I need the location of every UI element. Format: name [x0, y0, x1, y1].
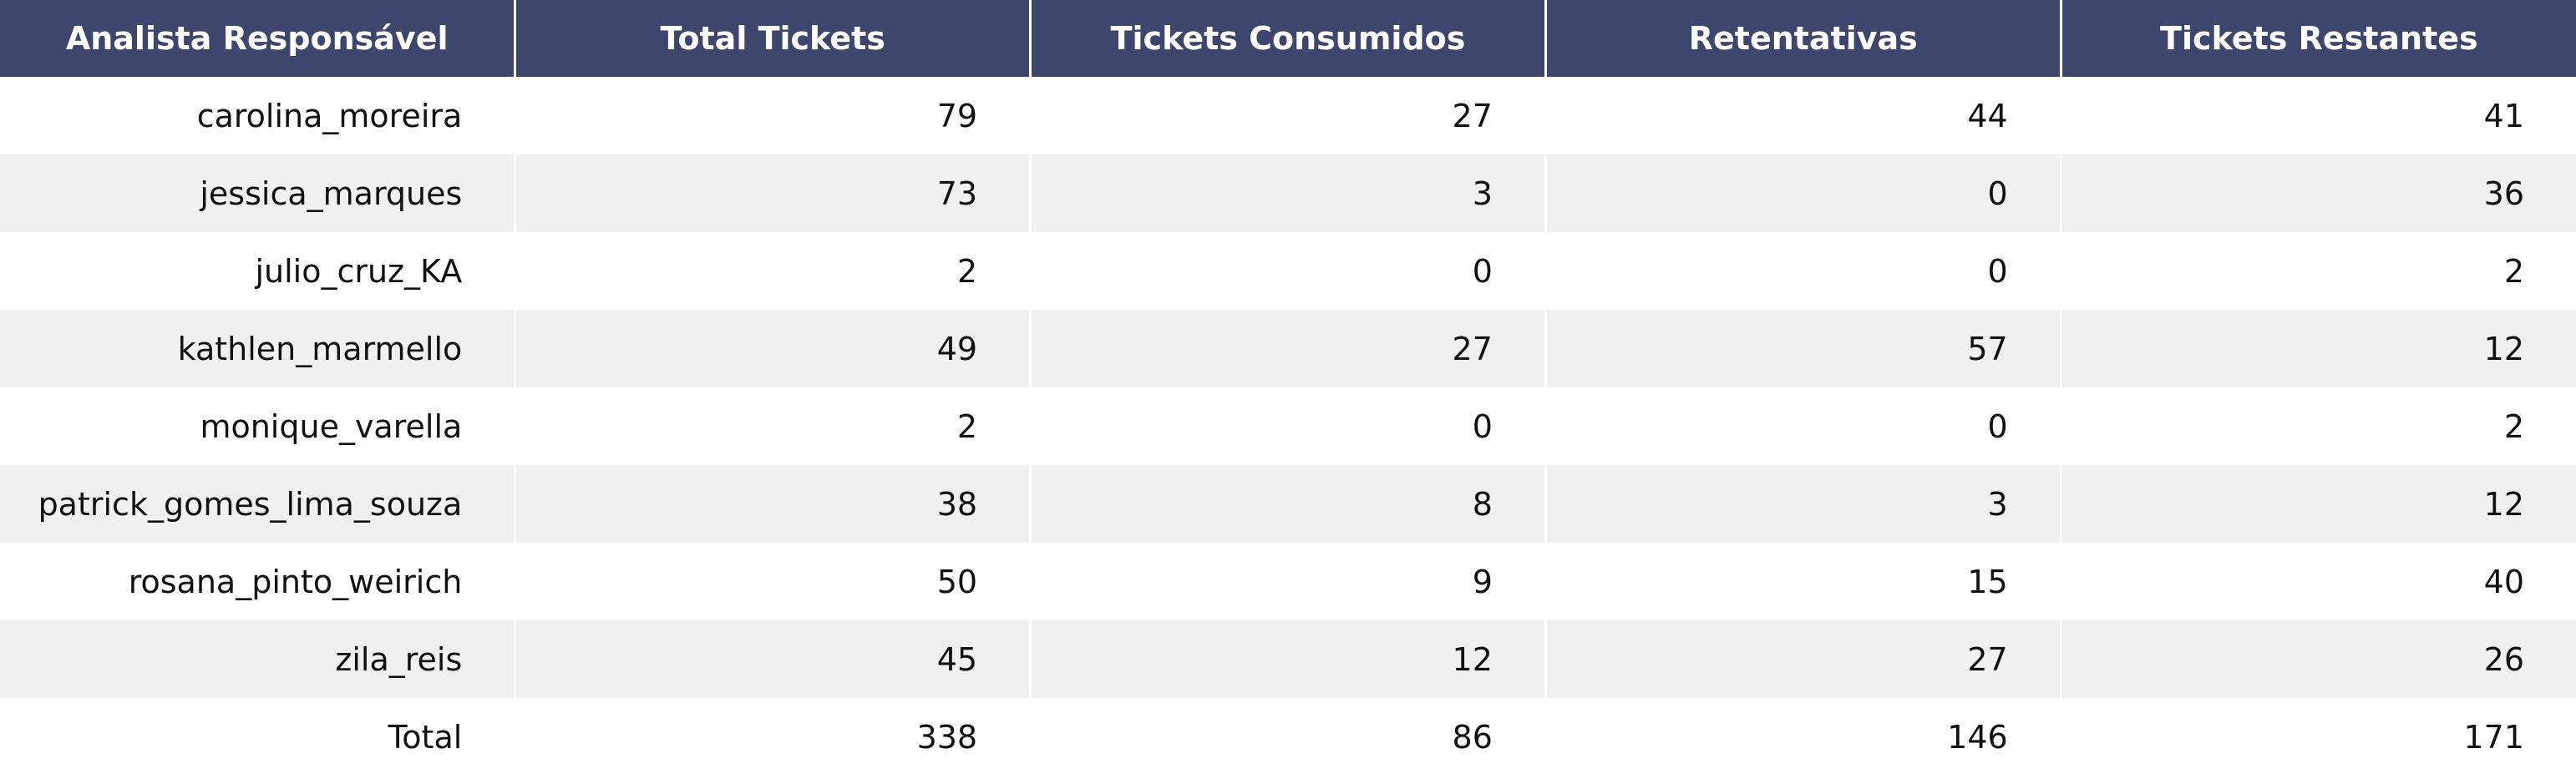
total-label-cell: Total [0, 698, 517, 776]
total-cell: 86 [1030, 698, 1547, 776]
table-cell: 27 [1545, 620, 2062, 698]
table-cell: 2 [2061, 232, 2576, 310]
column-header-tickets-restantes: Tickets Restantes [2061, 0, 2576, 77]
table-cell: 9 [1030, 543, 1547, 620]
table-cell: 2 [515, 387, 1032, 465]
table-cell: 3 [1030, 154, 1547, 232]
table-body: carolina_moreira 79 27 44 41 jessica_mar… [0, 77, 2576, 776]
table-cell: 57 [1545, 310, 2062, 387]
table-cell: 79 [515, 77, 1032, 154]
table-cell: 12 [1030, 620, 1547, 698]
column-header-tickets-consumidos: Tickets Consumidos [1030, 0, 1547, 77]
table-cell: rosana_pinto_weirich [0, 543, 517, 620]
total-cell: 171 [2061, 698, 2576, 776]
table-cell: julio_cruz_KA [0, 232, 517, 310]
column-header-analista: Analista Responsável [0, 0, 517, 77]
table-cell: zila_reis [0, 620, 517, 698]
header-row: Analista Responsável Total Tickets Ticke… [0, 0, 2576, 77]
total-cell: 338 [515, 698, 1032, 776]
table-cell: patrick_gomes_lima_souza [0, 465, 517, 543]
table-cell: 12 [2061, 465, 2576, 543]
table-cell: 40 [2061, 543, 2576, 620]
table-cell: 45 [515, 620, 1032, 698]
table-cell: kathlen_marmello [0, 310, 517, 387]
table-row: patrick_gomes_lima_souza 38 8 3 12 [0, 465, 2576, 543]
table-cell: 0 [1545, 154, 2062, 232]
table-cell: 36 [2061, 154, 2576, 232]
table-cell: 38 [515, 465, 1032, 543]
table-cell: 2 [2061, 387, 2576, 465]
table-header: Analista Responsável Total Tickets Ticke… [0, 0, 2576, 77]
table-cell: 27 [1030, 77, 1547, 154]
table-row: zila_reis 45 12 27 26 [0, 620, 2576, 698]
table-row: jessica_marques 73 3 0 36 [0, 154, 2576, 232]
table-cell: 49 [515, 310, 1032, 387]
table-cell: 50 [515, 543, 1032, 620]
table-cell: 8 [1030, 465, 1547, 543]
table-cell: 0 [1545, 387, 2062, 465]
column-header-total-tickets: Total Tickets [515, 0, 1032, 77]
table-cell: 15 [1545, 543, 2062, 620]
table-cell: 0 [1030, 232, 1547, 310]
table-cell: 3 [1545, 465, 2062, 543]
column-header-retentativas: Retentativas [1545, 0, 2062, 77]
table-cell: 12 [2061, 310, 2576, 387]
table-row: kathlen_marmello 49 27 57 12 [0, 310, 2576, 387]
table-cell: 26 [2061, 620, 2576, 698]
table-cell: 44 [1545, 77, 2062, 154]
table-cell: 41 [2061, 77, 2576, 154]
table-row: carolina_moreira 79 27 44 41 [0, 77, 2576, 154]
table-row: monique_varella 2 0 0 2 [0, 387, 2576, 465]
total-row: Total 338 86 146 171 [0, 698, 2576, 776]
table-cell: 2 [515, 232, 1032, 310]
table-cell: 27 [1030, 310, 1547, 387]
table-cell: 73 [515, 154, 1032, 232]
total-cell: 146 [1545, 698, 2062, 776]
table-cell: monique_varella [0, 387, 517, 465]
table-cell: 0 [1545, 232, 2062, 310]
table-cell: carolina_moreira [0, 77, 517, 154]
table-row: julio_cruz_KA 2 0 0 2 [0, 232, 2576, 310]
table-cell: jessica_marques [0, 154, 517, 232]
table-cell: 0 [1030, 387, 1547, 465]
table-row: rosana_pinto_weirich 50 9 15 40 [0, 543, 2576, 620]
